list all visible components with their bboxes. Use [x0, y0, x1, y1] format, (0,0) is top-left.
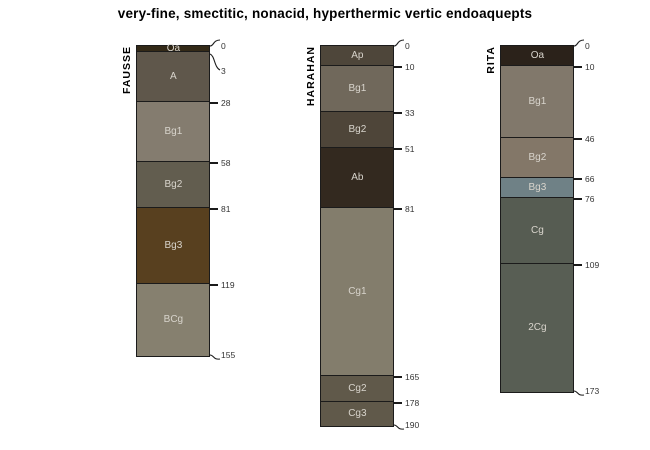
- depth-tick: [394, 112, 402, 114]
- depth-leader-curve: [573, 39, 585, 47]
- horizon-fausse-a: A: [137, 52, 210, 103]
- horizon-fausse-bg3: Bg3: [137, 208, 210, 285]
- depth-label: 109: [585, 260, 600, 270]
- horizon-harahan-ab: Ab: [321, 148, 394, 209]
- depth-label: 0: [585, 41, 590, 51]
- depth-label: 165: [405, 372, 420, 382]
- depth-label: 81: [221, 204, 231, 214]
- horizon-label: Bg2: [164, 178, 183, 190]
- horizon-rita-oa: Oa: [501, 46, 574, 67]
- depth-label: 51: [405, 144, 415, 154]
- profile-name-fausse: FAUSSE: [121, 46, 133, 95]
- depth-leader-curve: [209, 354, 221, 360]
- horizon-harahan-cg1: Cg1: [321, 208, 394, 377]
- depth-label: 119: [221, 280, 235, 290]
- horizon-rita-bg3: Bg3: [501, 178, 574, 199]
- depth-tick: [394, 148, 402, 150]
- horizon-fausse-bcg: BCg: [137, 284, 210, 357]
- horizon-label: A: [170, 70, 177, 82]
- horizon-label: Bg2: [348, 123, 367, 135]
- horizon-label: Ab: [351, 171, 364, 183]
- horizon-label: Bg1: [164, 125, 183, 137]
- depth-label: 46: [585, 134, 595, 144]
- horizon-label: Bg1: [528, 95, 547, 107]
- depth-label: 81: [405, 204, 415, 214]
- horizon-rita-cg: Cg: [501, 198, 574, 265]
- soil-column-fausse: Oa A Bg1 Bg2 Bg3 BCg: [136, 42, 211, 358]
- profile-name-harahan: HARAHAN: [305, 46, 317, 107]
- horizon-label: Cg2: [348, 382, 367, 394]
- horizon-harahan-bg2: Bg2: [321, 112, 394, 149]
- depth-label: 10: [585, 62, 595, 72]
- depth-label: 58: [221, 158, 231, 168]
- horizon-label: Oa: [166, 42, 181, 54]
- depth-tick: [574, 264, 582, 266]
- depth-label: 76: [585, 194, 595, 204]
- depth-leader-curve: [393, 424, 405, 430]
- soil-column-harahan: Ap Bg1 Bg2 Ab Cg1 Cg2 Cg3: [320, 45, 395, 428]
- depth-leader-curve: [209, 53, 221, 71]
- depth-label: 155: [221, 350, 236, 360]
- horizon-fausse-bg2: Bg2: [137, 162, 210, 209]
- horizon-label: Oa: [530, 49, 545, 61]
- horizon-rita-bg1: Bg1: [501, 66, 574, 139]
- depth-label: 33: [405, 108, 415, 118]
- depth-tick: [210, 284, 218, 286]
- depth-tick: [394, 66, 402, 68]
- horizon-label: BCg: [163, 314, 184, 326]
- depth-tick: [574, 66, 582, 68]
- depth-label: 3: [221, 66, 226, 76]
- depth-tick: [394, 208, 402, 210]
- depth-tick: [574, 198, 582, 200]
- depth-tick: [574, 138, 582, 140]
- depth-label: 28: [221, 98, 231, 108]
- depth-label: 190: [405, 420, 420, 430]
- profile-name-rita: RITA: [485, 46, 497, 74]
- horizon-label: Bg3: [164, 239, 183, 251]
- depth-tick: [394, 376, 402, 378]
- horizon-fausse-bg1: Bg1: [137, 102, 210, 163]
- horizon-label: Cg: [530, 224, 544, 236]
- depth-label: 66: [585, 174, 595, 184]
- depth-label: 178: [405, 398, 420, 408]
- horizon-label: Cg3: [348, 408, 367, 420]
- horizon-rita-bg2: Bg2: [501, 138, 574, 179]
- depth-tick: [574, 178, 582, 180]
- horizon-label: Cg1: [348, 285, 367, 297]
- depth-leader-curve: [209, 39, 221, 47]
- depth-label: 173: [585, 386, 600, 396]
- horizon-harahan-cg2: Cg2: [321, 376, 394, 403]
- horizon-label: 2Cg: [528, 322, 547, 334]
- depth-label: 10: [405, 62, 415, 72]
- depth-leader-curve: [393, 39, 405, 47]
- depth-label: 0: [221, 41, 226, 51]
- horizon-label: Ap: [351, 49, 364, 61]
- soil-column-rita: Oa Bg1 Bg2 Bg3 Cg 2Cg: [500, 45, 575, 394]
- horizon-harahan-cg3: Cg3: [321, 402, 394, 427]
- depth-tick: [394, 402, 402, 404]
- horizon-harahan-ap: Ap: [321, 46, 394, 67]
- horizon-label: Bg3: [528, 181, 547, 193]
- horizon-fausse-oa: Oa: [137, 42, 210, 54]
- depth-label: 0: [405, 41, 410, 51]
- depth-leader-curve: [573, 390, 585, 396]
- depth-tick: [210, 102, 218, 104]
- horizon-harahan-bg1: Bg1: [321, 66, 394, 113]
- chart-title: very-fine, smectitic, nonacid, hyperther…: [117, 6, 533, 21]
- horizon-label: Bg1: [348, 82, 367, 94]
- depth-tick: [210, 208, 218, 210]
- depth-tick: [210, 162, 218, 164]
- horizon-label: Bg2: [528, 151, 547, 163]
- horizon-rita-2cg: 2Cg: [501, 264, 574, 393]
